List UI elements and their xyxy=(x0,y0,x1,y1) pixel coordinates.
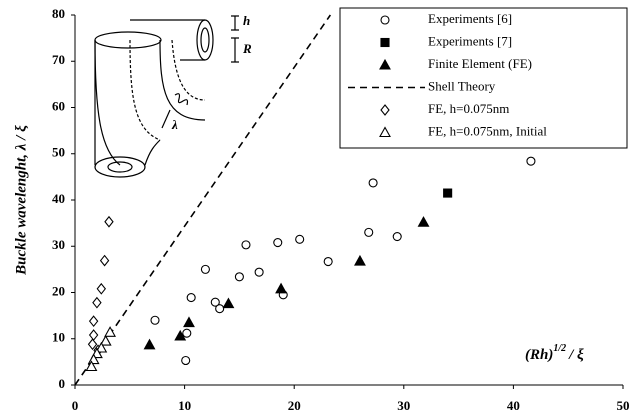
inset-label: λ xyxy=(171,117,178,132)
legend: Experiments [6] Experiments [7] Finite Ele… xyxy=(339,7,628,149)
legend-label: Experiments [6] xyxy=(428,11,512,26)
legend-label: Shell Theory xyxy=(428,78,496,93)
point xyxy=(254,267,264,277)
legend-marker xyxy=(380,104,390,116)
point xyxy=(104,215,114,228)
x-tick-label: 40 xyxy=(507,398,520,413)
point xyxy=(273,238,283,248)
y-tick-label: 80 xyxy=(52,6,65,21)
point xyxy=(104,326,117,337)
point xyxy=(222,297,235,309)
x-label-base: (Rh) xyxy=(525,347,553,363)
point xyxy=(143,338,156,350)
y-tick-label: 30 xyxy=(52,237,65,252)
x-tick-label: 50 xyxy=(617,398,630,413)
point xyxy=(186,293,196,303)
y-tick-label: 40 xyxy=(52,191,65,206)
point xyxy=(200,264,210,274)
y-tick-label: 70 xyxy=(52,52,65,67)
x-tick-label: 20 xyxy=(288,398,301,413)
x-tick-label: 30 xyxy=(397,398,410,413)
point xyxy=(526,156,536,166)
point xyxy=(88,329,99,341)
legend-marker xyxy=(379,58,391,70)
x-tick-label: 10 xyxy=(178,398,191,413)
inset-label: h xyxy=(243,13,250,28)
y-tick-label: 50 xyxy=(52,145,65,160)
y-tick-label: 10 xyxy=(52,330,65,345)
legend-label: FE, h=0.075nm, Initial xyxy=(428,123,547,138)
point xyxy=(275,282,287,294)
point xyxy=(368,178,378,188)
legend-marker xyxy=(379,126,391,138)
y-tick-label: 60 xyxy=(52,98,65,113)
legend-marker xyxy=(380,37,390,48)
point xyxy=(99,254,110,267)
line xyxy=(74,14,332,386)
y-tick-label: 0 xyxy=(59,376,66,391)
x-label-sup: 1/2 xyxy=(553,343,566,354)
legend-label: FE, h=0.075nm xyxy=(428,101,509,116)
point xyxy=(234,272,244,282)
y-tick-label: 20 xyxy=(52,283,65,298)
point xyxy=(182,328,192,338)
inset-label: R xyxy=(242,41,252,56)
point xyxy=(85,360,98,372)
point xyxy=(87,338,98,351)
point xyxy=(88,315,99,328)
legend-label: Finite Element (FE) xyxy=(428,56,532,71)
point xyxy=(364,227,374,237)
point xyxy=(181,355,191,366)
point xyxy=(354,254,366,266)
x-axis-label: (Rh)1/2/ ξ xyxy=(525,343,584,363)
legend-label: Experiments [7] xyxy=(428,33,512,48)
point xyxy=(295,234,305,244)
point xyxy=(99,334,112,346)
point xyxy=(210,297,220,307)
point xyxy=(392,231,402,242)
inset-diagram xyxy=(94,15,239,178)
x-label-rest: / ξ xyxy=(568,347,584,363)
point xyxy=(443,188,453,198)
legend-marker xyxy=(380,15,390,25)
point xyxy=(92,296,102,309)
point xyxy=(96,282,107,295)
point xyxy=(174,329,187,341)
legend-box xyxy=(339,7,628,149)
y-axis-label: Buckle wavelenght, λ / ξ xyxy=(13,125,29,276)
point xyxy=(150,315,160,325)
point xyxy=(95,341,108,353)
point xyxy=(241,240,251,250)
point xyxy=(183,316,195,328)
point xyxy=(417,216,430,227)
x-tick-label: 0 xyxy=(72,398,79,413)
point xyxy=(215,304,225,314)
point xyxy=(323,256,333,267)
